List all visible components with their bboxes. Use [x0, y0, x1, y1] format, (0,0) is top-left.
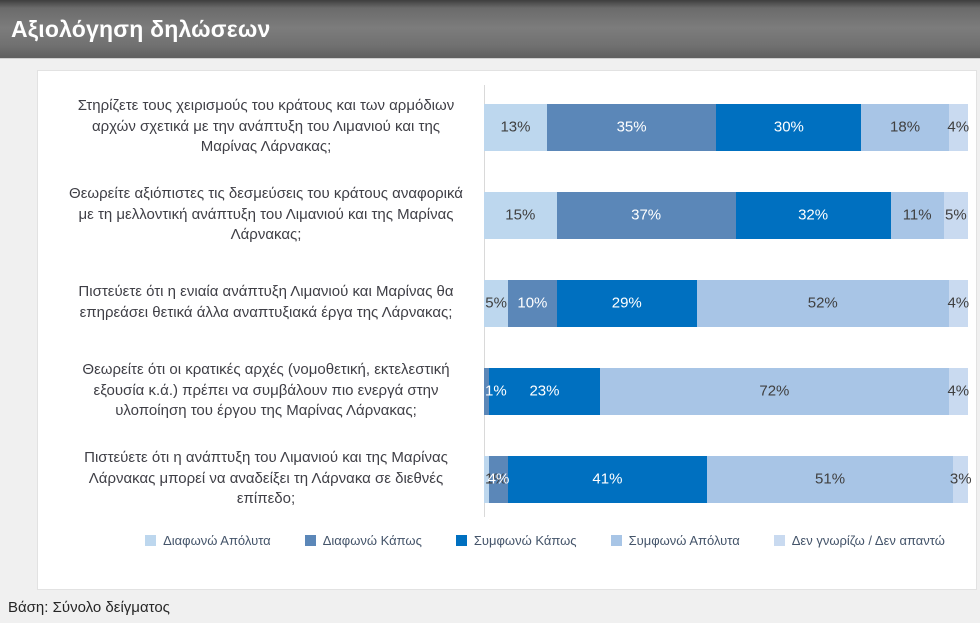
chart-card: Στηρίζετε τους χειρισμούς του κράτους κα… [37, 70, 977, 590]
bar-segment: 23% [488, 367, 601, 415]
bar-segment: 30% [716, 103, 862, 151]
bar-segment: 72% [600, 367, 949, 415]
segment-label: 1% [485, 470, 507, 488]
chart-row: Πιστεύετε ότι η ενιαία ανάπτυξη Λιμανιού… [38, 259, 976, 347]
legend-item: Δεν γνωρίζω / Δεν απαντώ [773, 533, 945, 548]
legend-item: Διαφωνώ Κάπως [304, 533, 422, 548]
segment-label: 37% [631, 206, 662, 224]
bar-segment: 51% [706, 455, 954, 503]
question-label: Θεωρείτε αξιόπιστες τις δεσμεύσεις του κ… [69, 184, 463, 244]
segment-label: 32% [798, 206, 829, 224]
bar-segment: 1% [484, 367, 507, 415]
segment-label: 5% [485, 294, 507, 312]
legend-item: Διαφωνώ Απόλυτα [145, 533, 271, 548]
bar-segment: 1% [484, 455, 507, 503]
bar-segment: 5% [484, 279, 509, 327]
segment-label: 4% [487, 470, 510, 488]
legend-swatch [455, 535, 467, 546]
segment-label: 3% [949, 470, 972, 488]
chart-rows: Στηρίζετε τους χειρισμούς του κράτους κα… [38, 71, 976, 523]
bar-segment: 29% [556, 279, 697, 327]
legend-label: Συμφωνώ Απόλυτα [628, 533, 740, 548]
bar-segment: 37% [556, 191, 736, 239]
legend-label: Διαφωνώ Κάπως [322, 533, 422, 548]
bar: 5% 10% 29% 52% 4% [484, 279, 970, 327]
chart-row: Στηρίζετε τους χειρισμούς του κράτους κα… [38, 83, 976, 171]
bar-segment: 32% [735, 191, 891, 239]
segment-label: 5% [945, 206, 967, 224]
base-note: Βάση: Σύνολο δείγματος [8, 599, 170, 616]
bar-segment: 15% [484, 191, 557, 239]
segment-label: 30% [773, 118, 804, 136]
question-label: Πιστεύετε ότι η ενιαία ανάπτυξη Λιμανιού… [78, 283, 454, 321]
question-label: Στηρίζετε τους χειρισμούς του κράτους κα… [77, 96, 455, 156]
bar-segment: 11% [890, 191, 944, 239]
bar: 15% 37% 32% 11% 5% [484, 191, 968, 239]
bar-segment: 4% [947, 279, 970, 327]
segment-label: 1% [485, 382, 507, 400]
legend-label: Διαφωνώ Απόλυτα [163, 533, 271, 548]
question-label: Θεωρείτε ότι οι κρατικές αρχές (νομοθετι… [82, 360, 450, 420]
bar-segment: 35% [546, 103, 717, 151]
bar: 13% 35% 30% 18% 4% [484, 103, 970, 151]
bar-segment: 3% [950, 455, 972, 503]
legend: Διαφωνώ Απόλυτα Διαφωνώ Κάπως Συμφωνώ Κάπω… [38, 533, 976, 548]
bar-segment: 52% [696, 279, 949, 327]
bar-segment: 10% [508, 279, 557, 327]
segment-label: 35% [616, 118, 647, 136]
segment-label: 18% [890, 118, 921, 136]
bar-segment: 13% [484, 103, 547, 151]
segment-label: 52% [807, 294, 838, 312]
question-label: Πιστεύετε ότι η ανάπτυξη του Λιμανιού κα… [84, 448, 448, 508]
segment-label: 4% [947, 294, 970, 312]
segment-label: 29% [611, 294, 642, 312]
legend-item: Συμφωνώ Κάπως [455, 533, 577, 548]
legend-swatch [304, 535, 316, 546]
bar: 1% 23% 72% 4% [484, 367, 970, 415]
legend-swatch [145, 535, 157, 546]
segment-label: 23% [529, 382, 560, 400]
segment-label: 4% [947, 382, 970, 400]
bar-segment: 18% [861, 103, 949, 151]
bar-segment: 5% [943, 191, 968, 239]
bar-segment: 4% [947, 367, 970, 415]
chart-row: Θεωρείτε ότι οι κρατικές αρχές (νομοθετι… [38, 347, 976, 435]
legend-swatch [610, 535, 622, 546]
legend-label: Δεν γνωρίζω / Δεν απαντώ [791, 533, 945, 548]
segment-label: 11% [902, 206, 932, 224]
segment-label: 15% [505, 206, 536, 224]
legend-label: Συμφωνώ Κάπως [473, 533, 577, 548]
bar-segment: 4% [487, 455, 510, 503]
bar-segment: 4% [947, 103, 970, 151]
segment-label: 4% [947, 118, 970, 136]
segment-label: 13% [500, 118, 531, 136]
chart-row: Θεωρείτε αξιόπιστες τις δεσμεύσεις του κ… [38, 171, 976, 259]
legend-swatch [773, 535, 785, 546]
segment-label: 51% [815, 470, 846, 488]
chart-row: Πιστεύετε ότι η ανάπτυξη του Λιμανιού κα… [38, 435, 976, 523]
segment-label: 72% [759, 382, 790, 400]
legend-item: Συμφωνώ Απόλυτα [610, 533, 740, 548]
page-title: Αξιολόγηση δηλώσεων [11, 15, 271, 42]
segment-label: 41% [592, 470, 623, 488]
header-bar: Αξιολόγηση δηλώσεων [0, 0, 980, 59]
segment-label: 10% [517, 294, 548, 312]
bar-segment: 41% [508, 455, 707, 503]
bar: 1% 4% 41% 51% 3% [484, 455, 972, 503]
